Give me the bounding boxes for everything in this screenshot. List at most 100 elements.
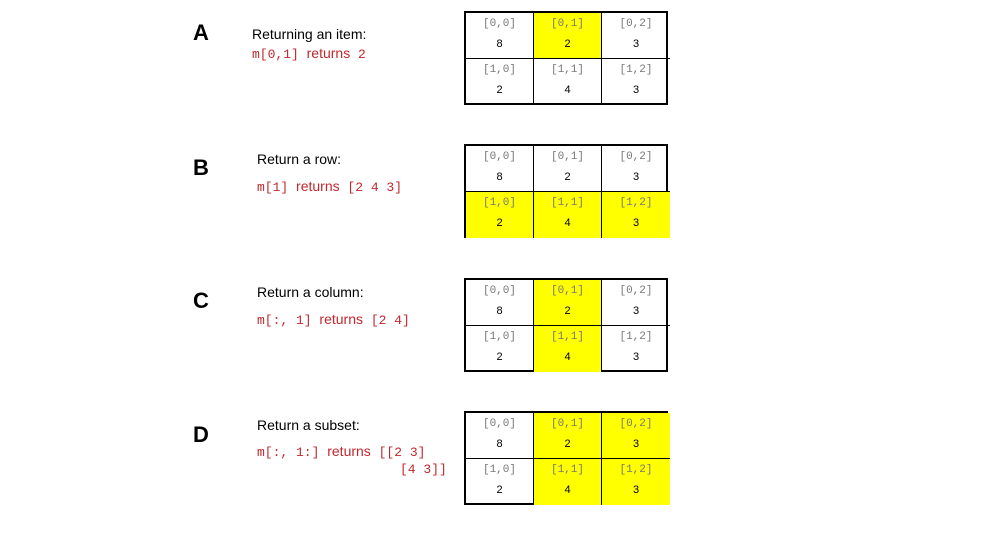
cell-value: 2 — [564, 438, 571, 450]
cell-value: 4 — [564, 484, 571, 496]
cell-value: 8 — [496, 38, 503, 50]
cell-value: 8 — [496, 438, 503, 450]
matrix-cell: [1,2] 3 — [602, 59, 670, 105]
matrix-cell: [0,0] 8 — [466, 280, 534, 326]
code-result: [[2 3] — [378, 445, 426, 460]
cell-value: 8 — [496, 305, 503, 317]
cell-index: [1,1] — [550, 197, 584, 209]
matrix-cell: [0,1] 2 — [534, 13, 602, 59]
cell-index: [1,1] — [550, 64, 584, 76]
cell-value: 2 — [496, 217, 503, 229]
matrix-cell: [0,2] 3 — [602, 13, 670, 59]
panel-letter: A — [193, 20, 209, 45]
cell-index: [1,2] — [619, 64, 653, 76]
returns-keyword: returns — [327, 443, 371, 459]
cell-value: 3 — [632, 217, 640, 229]
matrix-cell: [0,2] 3 — [602, 146, 670, 192]
panel-title: Return a row: — [257, 151, 342, 167]
code-expression: m[1] — [257, 180, 289, 195]
returns-keyword: returns — [319, 311, 363, 327]
matrix-grid: [0,0] 8 [0,1] 2 [0,2] 3 [1,0] 2 [1,1] 4 [1,2] 3 — [464, 278, 670, 372]
panel-letter: B — [193, 155, 209, 180]
cell-index: [0,0] — [482, 285, 516, 297]
cell-index: [0,2] — [619, 151, 653, 163]
cell-value: 3 — [632, 171, 640, 183]
cell-value: 2 — [496, 351, 503, 363]
matrix-cell: [1,1] 4 — [534, 59, 602, 105]
cell-value: 2 — [564, 171, 571, 183]
cell-index: [0,0] — [482, 18, 516, 30]
panel-title: Return a subset: — [257, 417, 360, 433]
code-expression: m[:, 1] — [257, 313, 312, 328]
matrix-cell: [1,2] 3 — [602, 326, 670, 372]
matrix-cell: [0,0] 8 — [466, 413, 534, 459]
cell-index: [1,1] — [550, 331, 584, 343]
code-expression: m[:, 1:] — [257, 445, 320, 460]
returns-keyword: returns — [306, 45, 351, 61]
cell-index: [1,0] — [482, 331, 516, 343]
cell-index: [0,2] — [619, 18, 653, 30]
matrix-cell: [1,0] 2 — [466, 326, 534, 372]
cell-value: 4 — [564, 351, 571, 363]
matrix-cell: [1,1] 4 — [534, 326, 602, 372]
cell-value: 3 — [632, 484, 640, 496]
panel-title: Return a column: — [257, 284, 364, 300]
cell-value: 3 — [632, 305, 640, 317]
cell-index: [0,2] — [619, 418, 653, 430]
cell-value: 2 — [496, 84, 503, 96]
matrix-cell: [0,0] 8 — [466, 146, 534, 192]
cell-index: [1,0] — [482, 197, 516, 209]
cell-value: 3 — [632, 351, 640, 363]
cell-index: [0,1] — [550, 285, 584, 297]
matrix-grid: [0,0] 8 [0,1] 2 [0,2] 3 [1,0] 2 [1,1] 4 [1,2] 3 — [464, 11, 670, 105]
matrix-cell: [1,1] 4 — [534, 192, 602, 238]
cell-value: 2 — [564, 305, 571, 317]
matrix-cell: [0,0] 8 — [466, 13, 534, 59]
code-result: [2 4] — [370, 313, 410, 328]
returns-keyword: returns — [296, 178, 340, 194]
cell-index: [1,2] — [619, 464, 653, 476]
code-expression: m[0,1] — [252, 47, 299, 62]
panel-letter: C — [193, 288, 209, 313]
cell-index: [0,0] — [482, 418, 516, 430]
panel-letter: D — [193, 422, 209, 447]
code-line: m[0,1] returns 2 — [252, 45, 366, 62]
cell-index: [1,0] — [482, 464, 516, 476]
cell-value: 2 — [564, 38, 571, 50]
cell-index: [1,1] — [550, 464, 584, 476]
matrix-cell: [0,2] 3 — [602, 413, 670, 459]
code-line: m[1] returns [2 4 3] — [257, 178, 402, 195]
cell-index: [0,1] — [550, 151, 584, 163]
matrix-cell: [1,0] 2 — [466, 192, 534, 238]
matrix-cell: [0,2] 3 — [602, 280, 670, 326]
code-line: m[:, 1] returns [2 4] — [257, 311, 410, 328]
cell-index: [1,2] — [619, 331, 653, 343]
matrix-cell: [0,1] 2 — [534, 280, 602, 326]
matrix-cell: [1,2] 3 — [602, 459, 670, 505]
matrix-grid: [0,0] 8 [0,1] 2 [0,2] 3 [1,0] 2 [1,1] 4 [1,2] 3 — [464, 411, 670, 505]
matrix-cell: [1,1] 4 — [534, 459, 602, 505]
cell-value: 3 — [632, 438, 640, 450]
cell-value: 4 — [564, 217, 571, 229]
matrix-cell: [0,1] 2 — [534, 413, 602, 459]
cell-index: [1,0] — [482, 64, 516, 76]
cell-index: [1,2] — [619, 197, 653, 209]
matrix-cell: [1,0] 2 — [466, 59, 534, 105]
cell-value: 4 — [564, 84, 571, 96]
cell-index: [0,1] — [550, 418, 584, 430]
matrix-cell: [1,2] 3 — [602, 192, 670, 238]
cell-index: [0,2] — [619, 285, 653, 297]
code-result-line2: [4 3]] — [400, 462, 447, 477]
matrix-cell: [0,1] 2 — [534, 146, 602, 192]
cell-index: [0,1] — [550, 18, 584, 30]
matrix-cell: [1,0] 2 — [466, 459, 534, 505]
code-result: [2 4 3] — [347, 180, 403, 195]
cell-value: 2 — [496, 484, 503, 496]
cell-index: [0,0] — [482, 151, 516, 163]
code-line: m[:, 1:] returns [[2 3] — [257, 443, 425, 460]
cell-value: 8 — [496, 171, 503, 183]
cell-value: 3 — [632, 38, 640, 50]
panel-title: Returning an item: — [252, 26, 367, 42]
code-result: 2 — [358, 47, 366, 62]
matrix-grid: [0,0] 8 [0,1] 2 [0,2] 3 [1,0] 2 [1,1] 4 [1,2] 3 — [464, 144, 670, 238]
